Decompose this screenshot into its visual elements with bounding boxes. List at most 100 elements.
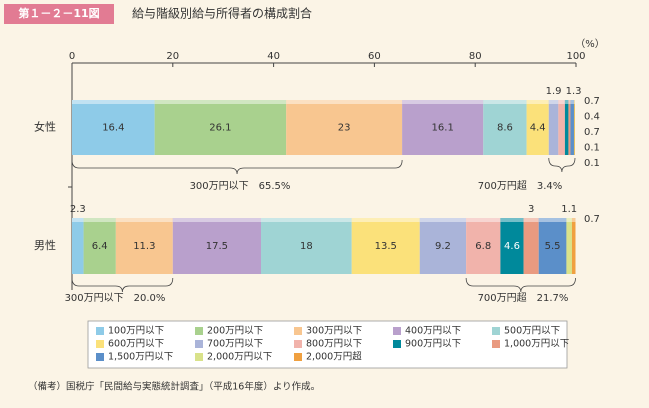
source-note: （備考）国税庁「民間給与実態統計調査」（平成16年度）より作成。: [28, 381, 320, 393]
bar-highlight: [573, 100, 575, 104]
x-tick-label: 40: [267, 51, 280, 62]
bar-segment: [548, 100, 559, 155]
brace: [465, 277, 576, 293]
bar-highlight: [261, 218, 352, 222]
bar-highlight: [570, 100, 574, 104]
bar-segment: [286, 100, 403, 155]
legend-label: 200万円以下: [207, 326, 263, 337]
bar-highlight: [83, 218, 116, 222]
value-label: 0.7: [584, 127, 600, 138]
bar-segment: [72, 100, 155, 155]
x-unit: （%）: [575, 38, 605, 50]
value-label: 0.1: [584, 143, 600, 154]
value-label: 1.9: [546, 86, 562, 97]
value-label: 0.7: [584, 214, 600, 225]
value-label: 1.3: [566, 86, 582, 97]
legend-label: 600万円以下: [108, 339, 164, 350]
value-label: 13.5: [375, 241, 397, 252]
bar-highlight: [566, 218, 572, 222]
value-label: 5.5: [545, 241, 561, 252]
annotation: 300万円以下 65.5%: [190, 181, 291, 192]
legend-swatch: [294, 327, 302, 335]
bar-highlight: [558, 100, 565, 104]
annotation: 700万円超 3.4%: [478, 179, 563, 192]
brace: [71, 159, 403, 175]
bar-highlight: [286, 100, 403, 104]
legend-label: 800万円以下: [306, 339, 362, 350]
bar-segment: [402, 100, 484, 155]
bar-highlight: [526, 100, 549, 104]
legend-swatch: [195, 340, 203, 348]
x-tick-label: 0: [69, 51, 75, 62]
legend-swatch: [393, 340, 401, 348]
annotation: 300万円以下 20.0%: [65, 293, 166, 304]
chart-title: 給与階級別給与所得者の構成割合: [132, 6, 312, 21]
bar-segment: [564, 100, 569, 155]
legend-swatch: [393, 327, 401, 335]
bar-segment: [154, 100, 287, 155]
bar-highlight: [574, 100, 575, 104]
bar-segment: [172, 218, 261, 274]
bar-segment: [570, 100, 574, 155]
bar-highlight: [538, 218, 567, 222]
bar-segment: [526, 100, 549, 155]
legend-label: 100万円以下: [108, 326, 164, 337]
bar-highlight: [402, 100, 484, 104]
bar-segment: [115, 218, 173, 274]
category-label: 女性: [34, 120, 56, 134]
bar-segment: [500, 218, 524, 274]
bar-highlight: [500, 218, 524, 222]
x-tick-label: 80: [469, 51, 482, 62]
value-label: 16.4: [102, 123, 124, 134]
value-label: 2.3: [70, 204, 86, 215]
bar-segment: [523, 218, 539, 274]
value-label: 6.8: [475, 241, 491, 252]
bar-segment: [571, 218, 576, 274]
annotation: 700万円超 21.7%: [478, 291, 569, 304]
value-label: 17.5: [206, 241, 228, 252]
bar-segment: [573, 100, 575, 155]
legend-swatch: [195, 353, 203, 361]
bar-highlight: [419, 218, 467, 222]
bar-highlight: [72, 100, 155, 104]
legend-box: [87, 320, 568, 369]
brace: [71, 277, 174, 293]
value-label: 4.6: [504, 241, 520, 252]
legend-label: 2,000万円超: [306, 351, 362, 363]
legend-label: 300万円以下: [306, 326, 362, 337]
bar-highlight: [466, 218, 501, 222]
bar-highlight: [548, 100, 559, 104]
bar-segment: [72, 218, 84, 274]
value-label: 4.4: [530, 123, 546, 134]
value-label: 26.1: [209, 123, 231, 134]
bar-highlight: [72, 218, 84, 222]
legend-label: 400万円以下: [405, 326, 461, 337]
brace: [548, 157, 576, 173]
value-label: 0.4: [584, 112, 600, 123]
x-tick-label: 100: [566, 51, 585, 62]
legend-swatch: [492, 340, 500, 348]
bar-segment: [419, 218, 467, 274]
bar-segment: [351, 218, 420, 274]
bar-highlight: [154, 100, 287, 104]
bar-segment: [483, 100, 527, 155]
bar-highlight: [568, 100, 571, 104]
value-label: 18: [300, 241, 313, 252]
legend-swatch: [96, 353, 104, 361]
legend-label: 2,000万円以下: [207, 352, 272, 363]
figure-number-box: [4, 4, 114, 24]
bar-segment: [538, 218, 567, 274]
bar-highlight: [571, 218, 576, 222]
bar-highlight: [564, 100, 569, 104]
value-label: 3: [528, 204, 534, 215]
value-label: 11.3: [133, 241, 155, 252]
legend-swatch: [294, 353, 302, 361]
legend-swatch: [492, 327, 500, 335]
legend-label: 1,000万円以下: [504, 339, 569, 350]
value-label: 9.2: [435, 241, 451, 252]
figure-number: 第１－２－11図: [18, 6, 99, 20]
bar-segment: [261, 218, 352, 274]
bar-highlight: [351, 218, 420, 222]
bar-segment: [566, 218, 572, 274]
